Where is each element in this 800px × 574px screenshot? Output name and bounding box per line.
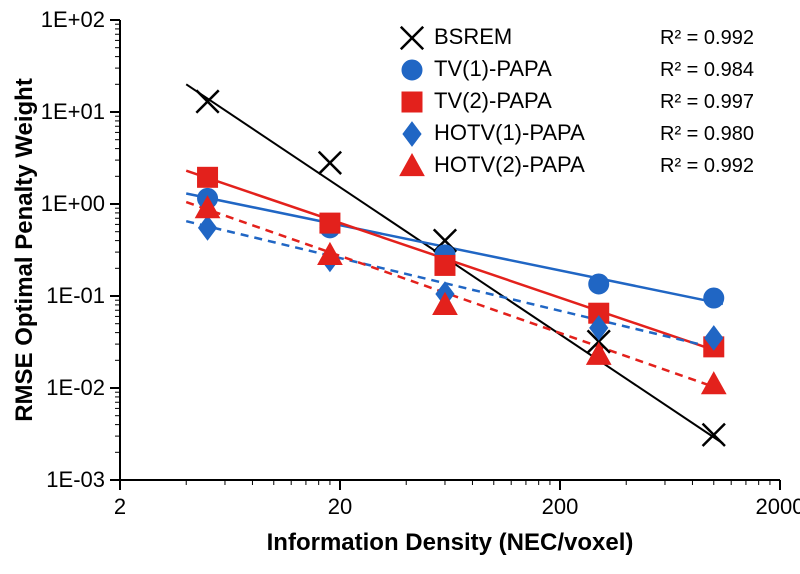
data-marker <box>320 213 340 233</box>
data-marker <box>402 92 422 112</box>
data-marker <box>704 288 724 308</box>
legend-r2: R² = 0.980 <box>660 123 754 145</box>
data-marker <box>402 60 422 80</box>
y-tick-label: 1E-02 <box>46 375 105 400</box>
x-axis-label: Information Density (NEC/voxel) <box>267 529 634 556</box>
legend-r2: R² = 0.984 <box>660 59 754 81</box>
legend-label: BSREM <box>434 24 512 49</box>
y-tick-label: 1E+00 <box>41 191 105 216</box>
y-tick-label: 1E-03 <box>46 467 105 492</box>
x-tick-label: 200 <box>542 494 579 519</box>
data-marker <box>435 255 455 275</box>
x-tick-label: 2 <box>114 494 126 519</box>
data-marker <box>589 274 609 294</box>
x-tick-label: 2000 <box>756 494 800 519</box>
y-tick-label: 1E+01 <box>41 99 105 124</box>
chart-root: 2 20 200 2000 Information Density (NEC/voxel… <box>0 0 800 574</box>
legend-label: TV(2)-PAPA <box>434 88 552 113</box>
y-axis-label: RMSE Optimal Penalty Weight <box>11 78 38 422</box>
legend-r2: R² = 0.992 <box>660 27 754 49</box>
legend-label: TV(1)-PAPA <box>434 56 552 81</box>
data-marker <box>198 167 218 187</box>
legend-r2: R² = 0.997 <box>660 91 754 113</box>
x-tick-label: 20 <box>328 494 352 519</box>
legend-label: HOTV(1)-PAPA <box>434 120 585 145</box>
legend-r2: R² = 0.992 <box>660 155 754 177</box>
y-tick-label: 1E-01 <box>46 283 105 308</box>
y-tick-label: 1E+02 <box>41 7 105 32</box>
legend-label: HOTV(2)-PAPA <box>434 152 585 177</box>
